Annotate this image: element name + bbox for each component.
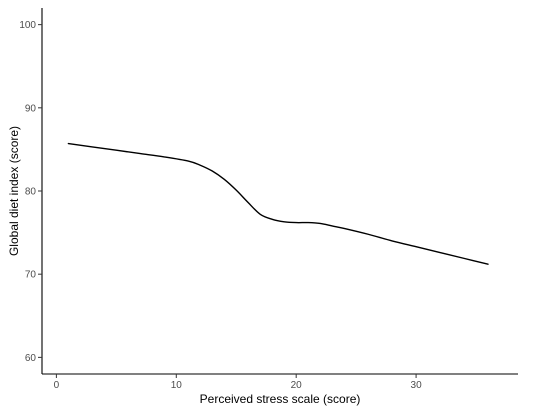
x-axis-ticks: 0 10 20 30 bbox=[54, 374, 422, 391]
x-tick-label: 0 bbox=[54, 380, 60, 391]
x-tick-label: 20 bbox=[291, 380, 303, 391]
y-tick-label: 90 bbox=[25, 103, 37, 114]
x-tick-label: 10 bbox=[171, 380, 183, 391]
series-layer bbox=[67, 142, 489, 265]
series-line bbox=[67, 142, 489, 265]
y-axis-ticks: 60 70 80 90 100 bbox=[19, 20, 42, 364]
y-tick-label: 100 bbox=[19, 20, 36, 31]
x-tick-label: 30 bbox=[411, 380, 423, 391]
axes bbox=[41, 8, 518, 375]
y-tick-label: 80 bbox=[25, 187, 37, 198]
x-axis-title: Perceived stress scale (score) bbox=[200, 392, 361, 406]
y-tick-label: 70 bbox=[25, 270, 37, 281]
y-tick-label: 60 bbox=[25, 353, 37, 364]
y-axis-title: Global diet index (score) bbox=[7, 126, 21, 256]
